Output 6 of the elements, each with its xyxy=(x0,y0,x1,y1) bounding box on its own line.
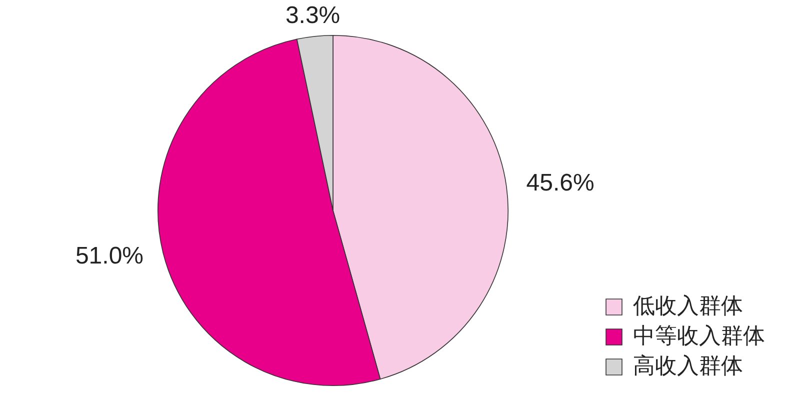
legend-label: 低收入群体 xyxy=(633,293,743,318)
legend-label: 高收入群体 xyxy=(633,353,743,378)
legend-label: 中等收入群体 xyxy=(633,323,765,348)
data-label: 45.6% xyxy=(526,170,594,197)
data-label: 3.3% xyxy=(285,2,340,30)
data-label: 51.0% xyxy=(75,242,144,270)
